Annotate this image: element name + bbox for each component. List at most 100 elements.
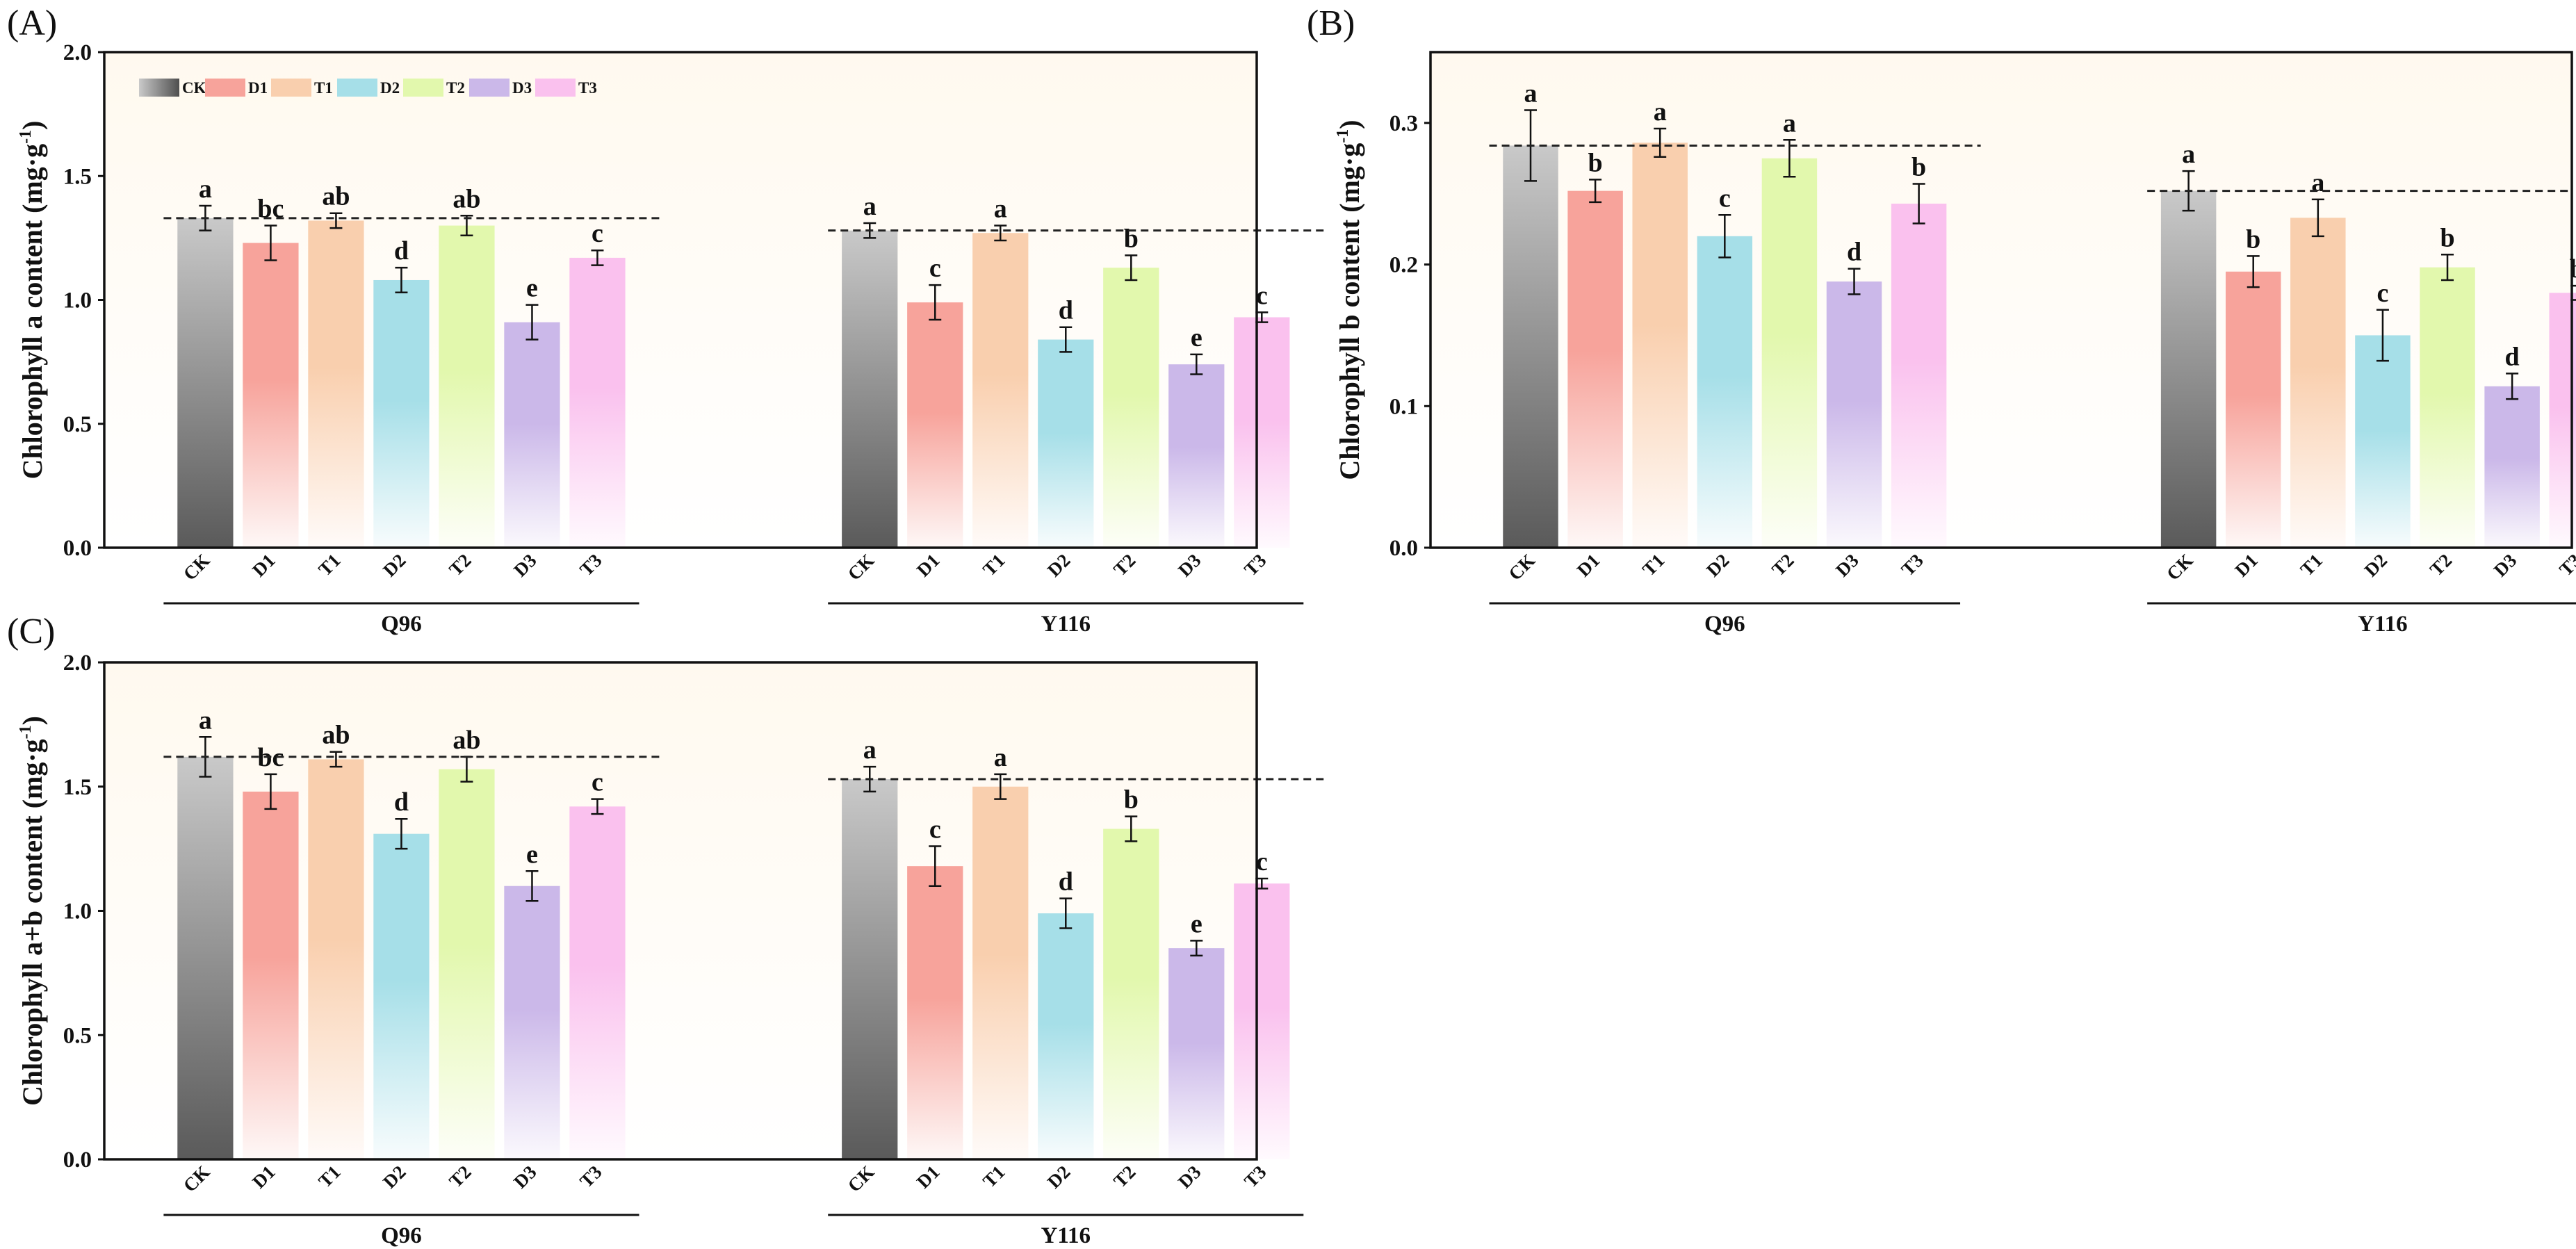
significance-letter: a bbox=[1524, 79, 1538, 108]
y-tick-label: 0.0 bbox=[63, 536, 92, 561]
group-label-Q96: Q96 bbox=[1704, 612, 1745, 637]
significance-letter: a bbox=[863, 735, 877, 765]
legend-swatch-D1 bbox=[205, 79, 245, 97]
significance-letter: a bbox=[994, 195, 1007, 224]
x-tick-label: D3 bbox=[1174, 550, 1205, 581]
x-tick-label: T2 bbox=[1109, 550, 1139, 580]
significance-letter: c bbox=[592, 219, 603, 248]
bar-Q96-T3 bbox=[569, 257, 626, 548]
legend-swatch-CK bbox=[139, 79, 179, 97]
y-tick-label: 0.5 bbox=[63, 412, 92, 437]
x-tick-label: T1 bbox=[2297, 550, 2326, 580]
chart-panel-c: (C) 0.0 0.5 1.0 1.5 2.0 Chlorophyll a+b conten… bbox=[7, 612, 1325, 1248]
bar-Y116-D3 bbox=[1168, 948, 1225, 1159]
bar-Q96-D1 bbox=[243, 243, 299, 548]
bar-Y116-CK bbox=[842, 230, 898, 548]
bar-Y116-T1 bbox=[972, 233, 1029, 548]
x-tick-label: CK bbox=[179, 1161, 214, 1196]
significance-letter: d bbox=[394, 236, 409, 266]
x-tick-label: D2 bbox=[1702, 550, 1734, 581]
bar-Q96-T2 bbox=[439, 769, 495, 1159]
x-tick-label: T3 bbox=[1897, 550, 1927, 580]
significance-letter: b bbox=[2440, 223, 2454, 252]
significance-letter: a bbox=[2311, 168, 2324, 197]
y-tick-label: 2.0 bbox=[63, 40, 92, 65]
chart-panel-b: (B) 0.0 0.1 0.2 0.3 Chlorophyll b content (mg… bbox=[1307, 3, 2576, 637]
plot-frame bbox=[1429, 51, 2573, 549]
bar-Q96-T3 bbox=[1891, 203, 1947, 548]
legend: CK D1 T1 D2 T2 D3 T3 bbox=[139, 79, 597, 97]
x-tick-label: T2 bbox=[2426, 550, 2456, 580]
x-tick-label: D2 bbox=[1043, 550, 1075, 581]
legend-label-D2: D2 bbox=[380, 79, 400, 97]
bar-Q96-T2 bbox=[439, 225, 495, 548]
significance-letter: b bbox=[1588, 148, 1603, 177]
significance-letter: ab bbox=[453, 184, 480, 213]
bar-Q96-T2 bbox=[1761, 158, 1818, 548]
x-tick-label: D1 bbox=[2231, 550, 2262, 581]
chart-panel-a: (A) 0.0 0.5 1.0 1.5 2.0 Chlorophyll a content … bbox=[7, 3, 1325, 637]
bar-Q96-D3 bbox=[504, 885, 560, 1159]
significance-letter: b bbox=[1124, 785, 1139, 815]
y-tick-label: 0.0 bbox=[1389, 536, 1418, 561]
bar-Y116-D1 bbox=[2225, 271, 2281, 548]
bar-Y116-D1 bbox=[907, 866, 963, 1159]
group-label-Y116: Y116 bbox=[1041, 1223, 1091, 1248]
plot-frame bbox=[103, 51, 1258, 549]
bar-Y116-CK bbox=[2160, 190, 2217, 548]
x-tick-label: D3 bbox=[2490, 550, 2521, 581]
bar-Q96-CK bbox=[1503, 145, 1558, 548]
x-tick-label: T3 bbox=[1240, 1161, 1270, 1191]
significance-letter: c bbox=[929, 815, 941, 844]
bar-Y116-CK bbox=[842, 779, 898, 1159]
legend-swatch-T1 bbox=[271, 79, 311, 97]
bar-Q96-D2 bbox=[1697, 236, 1753, 548]
bar-Y116-T3 bbox=[1234, 883, 1290, 1159]
x-tick-label: T2 bbox=[1768, 550, 1798, 580]
x-tick-label: T3 bbox=[576, 550, 605, 580]
y-tick-label: 1.5 bbox=[63, 164, 92, 189]
x-tick-label: T1 bbox=[979, 550, 1009, 580]
legend-label-D3: D3 bbox=[512, 79, 532, 97]
bar-Y116-T3 bbox=[1234, 317, 1290, 548]
x-tick-label: T1 bbox=[314, 1161, 344, 1191]
group-label-Q96: Q96 bbox=[381, 612, 422, 637]
x-tick-label: T2 bbox=[445, 1161, 475, 1191]
bar-Q96-D2 bbox=[373, 279, 430, 548]
bar-Y116-T2 bbox=[1103, 268, 1159, 548]
y-axis-label: Chlorophyll a+b content (mg·g-1) bbox=[17, 716, 48, 1106]
significance-letter: d bbox=[1847, 238, 1861, 267]
bar-Q96-D2 bbox=[373, 833, 430, 1159]
significance-letter: a bbox=[2182, 140, 2195, 169]
significance-letter: c bbox=[1256, 281, 1268, 310]
significance-letter: d bbox=[2505, 342, 2520, 371]
significance-letter: a bbox=[1783, 108, 1796, 138]
group-label-Y116: Y116 bbox=[1041, 612, 1091, 637]
bar-Y116-T1 bbox=[2290, 218, 2346, 548]
significance-letter: e bbox=[526, 274, 538, 303]
bar-Y116-D2 bbox=[1038, 913, 1094, 1159]
plot-frame bbox=[103, 661, 1258, 1161]
significance-letter: c bbox=[1719, 183, 1731, 213]
panel-label: (C) bbox=[7, 612, 55, 651]
significance-letter: a bbox=[863, 192, 877, 221]
y-axis-label: Chlorophyll a content (mg·g-1) bbox=[17, 121, 48, 480]
significance-letter: a bbox=[199, 705, 212, 735]
x-tick-label: T3 bbox=[1240, 550, 1270, 580]
x-tick-label: D2 bbox=[2361, 550, 2392, 581]
y-tick-label: 2.0 bbox=[63, 651, 92, 676]
bar-Y116-D2 bbox=[1038, 339, 1094, 548]
y-tick-label: 0.3 bbox=[1389, 111, 1418, 136]
significance-letter: a bbox=[994, 743, 1007, 772]
bar-Q96-D3 bbox=[504, 322, 560, 548]
y-tick-label: 1.5 bbox=[63, 775, 92, 800]
x-tick-label: T3 bbox=[576, 1161, 605, 1191]
x-tick-label: T3 bbox=[2555, 550, 2576, 580]
significance-letter: a bbox=[199, 174, 212, 204]
panel-label: (B) bbox=[1307, 3, 1355, 43]
significance-letter: b bbox=[2246, 225, 2260, 254]
legend-label-T3: T3 bbox=[578, 79, 597, 97]
legend-label-D1: D1 bbox=[248, 79, 268, 97]
x-tick-label: D3 bbox=[510, 1161, 541, 1193]
